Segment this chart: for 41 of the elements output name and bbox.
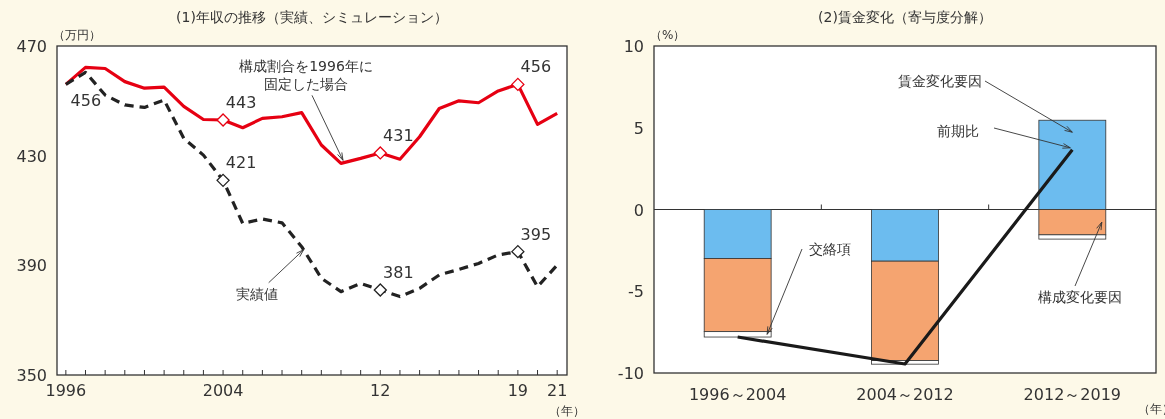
point [216, 173, 230, 187]
data-label: 456 [520, 57, 552, 77]
y-axis-title: （%） [650, 28, 686, 42]
y-tick-label: 10 [623, 37, 644, 56]
y-tick-label: 470 [16, 37, 47, 56]
x-tick-label: 1996～2004 [688, 385, 787, 404]
data-label: 443 [225, 93, 257, 113]
x-tick-label: 1996 [45, 381, 87, 400]
annotation: 実績値 [235, 285, 278, 302]
x-axis-title: （年） [549, 404, 585, 418]
x-tick-label: 2012～2019 [1023, 385, 1122, 404]
text: 賃金変化要因 [898, 73, 982, 89]
data-label: 456 [70, 91, 102, 111]
x-tick-label: 2004～2012 [856, 385, 954, 404]
y-tick-label: 390 [16, 256, 47, 276]
y-tick-label: -5 [628, 282, 644, 302]
chart-title: (2)賃金変化（寄与度分解） [818, 9, 992, 25]
point [511, 244, 525, 259]
y-tick-label: 0 [633, 200, 644, 220]
text: 交絡項 [809, 241, 851, 257]
x-tick-label: 19 [507, 381, 529, 400]
y-axis-title: （万円） [53, 28, 101, 42]
chart-title: (1)年収の推移（実績、シミュレーション） [176, 9, 448, 25]
data-label: 381 [383, 263, 414, 283]
data-label: 421 [225, 153, 257, 173]
y-tick-label: 5 [633, 118, 644, 138]
point [216, 113, 230, 127]
point [373, 146, 387, 160]
data-label: 431 [383, 125, 414, 145]
x-tick-label: 21 [546, 381, 568, 400]
y-tick-label: 350 [16, 366, 47, 385]
point [373, 283, 387, 297]
y-tick-label: -10 [617, 364, 644, 383]
x-tick-label: 12 [370, 381, 391, 400]
text: 前期比 [937, 123, 979, 139]
point [511, 77, 525, 92]
x-tick-label: 2004 [202, 381, 244, 400]
data-label: 395 [520, 224, 552, 244]
text: 構成変化要因 [1038, 289, 1122, 305]
annotation: 構成割合を1996年に固定した場合 [239, 58, 373, 93]
y-tick-label: 430 [16, 146, 47, 166]
